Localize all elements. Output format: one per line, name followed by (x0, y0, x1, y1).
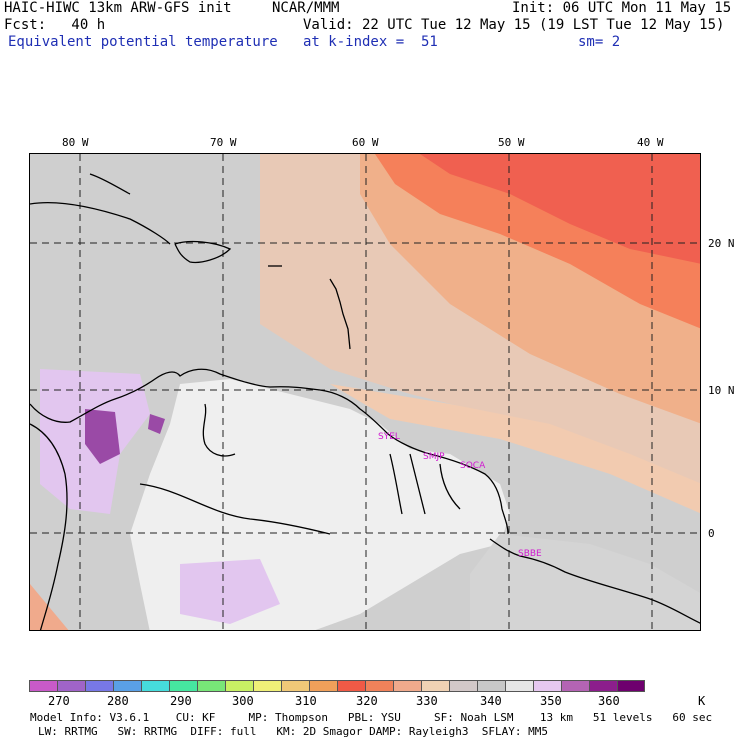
bahamas-coast (89, 173, 131, 195)
guianas-borders (389, 453, 461, 515)
lon-label-70w: 70 W (210, 136, 237, 149)
colorbar-swatch (113, 680, 141, 692)
colorbar-swatch (477, 680, 505, 692)
colorbar-swatch (225, 680, 253, 692)
colorbar-swatch (617, 680, 645, 692)
lake-maracaibo (202, 403, 236, 457)
colorbar-swatch (197, 680, 225, 692)
colorbar-label-unit: K (698, 694, 706, 708)
colorbar-swatch (141, 680, 169, 692)
field-365-patch (148, 414, 165, 434)
colorbar-swatch (253, 680, 281, 692)
colorbar (29, 680, 645, 692)
south-america-north-coast (30, 368, 509, 535)
lat-label-10n: 10 N (708, 384, 735, 397)
colorbar-swatch (561, 680, 589, 692)
colorbar-label-330: 330 (416, 694, 438, 708)
lat-label-0: 0 (708, 527, 715, 540)
lon-label-50w: 50 W (498, 136, 525, 149)
lon-label-60w: 60 W (352, 136, 379, 149)
colorbar-swatch (393, 680, 421, 692)
init-time: Init: 06 UTC Mon 11 May 15 (512, 0, 732, 16)
station-syel: SYEL (378, 432, 400, 442)
colorbar-swatch (589, 680, 617, 692)
lon-label-40w: 40 W (637, 136, 664, 149)
colombia-border (139, 483, 331, 535)
colorbar-label-310: 310 (295, 694, 317, 708)
colorbar-label-270: 270 (48, 694, 70, 708)
map-canvas: SYEL SMJP SOCA SBBE (30, 154, 700, 630)
field-365-region (85, 409, 120, 464)
institution: NCAR/MMM (272, 0, 340, 16)
colorbar-swatch (449, 680, 477, 692)
colorbar-label-340: 340 (480, 694, 502, 708)
model-title: HAIC-HIWC 13km ARW-GFS init (4, 0, 232, 16)
colorbar-swatch (421, 680, 449, 692)
lon-label-80w: 80 W (62, 136, 89, 149)
valid-time: Valid: 22 UTC Tue 12 May 15 (19 LST Tue … (303, 17, 725, 33)
k-index: at k-index = 51 (303, 34, 438, 50)
lat-label-20n: 20 N (708, 237, 735, 250)
colorbar-swatch (29, 680, 57, 692)
brazil-coast (489, 538, 700, 624)
field-345-band (330, 384, 700, 514)
coastlines (30, 173, 700, 630)
station-smjp: SMJP (423, 452, 445, 462)
colorbar-swatch (169, 680, 197, 692)
field-325-region (420, 154, 700, 264)
station-sbbe: SBBE (518, 549, 542, 559)
colorbar-swatch (337, 680, 365, 692)
station-soca: SOCA (460, 461, 486, 471)
colorbar-swatch (505, 680, 533, 692)
colorbar-label-350: 350 (540, 694, 562, 708)
lat-lon-grid (30, 154, 700, 630)
hispaniola-coast (174, 240, 232, 264)
smoothing: sm= 2 (578, 34, 621, 50)
colorbar-label-360: 360 (598, 694, 620, 708)
theta-e-map: SYEL SMJP SOCA SBBE (29, 153, 701, 631)
colorbar-swatch (533, 680, 561, 692)
forecast-hour: Fcst: 40 h (4, 17, 106, 33)
pacific-coast (30, 423, 68, 630)
colorbar-swatch (281, 680, 309, 692)
colorbar-swatch (85, 680, 113, 692)
model-info-line1: Model Info: V3.6.1 CU: KF MP: Thompson P… (30, 711, 713, 724)
colorbar-label-300: 300 (232, 694, 254, 708)
field-name: Equivalent potential temperature (8, 34, 278, 50)
lesser-antilles (329, 278, 351, 350)
colorbar-label-320: 320 (356, 694, 378, 708)
colorbar-swatch (57, 680, 85, 692)
field-360-patch (180, 559, 280, 624)
colorbar-swatch (309, 680, 337, 692)
colorbar-label-280: 280 (107, 694, 129, 708)
colorbar-label-290: 290 (170, 694, 192, 708)
model-info-line2: LW: RRTMG SW: RRTMG DIFF: full KM: 2D Sm… (38, 725, 548, 738)
colorbar-swatch (365, 680, 393, 692)
cuba-coast (30, 202, 171, 245)
